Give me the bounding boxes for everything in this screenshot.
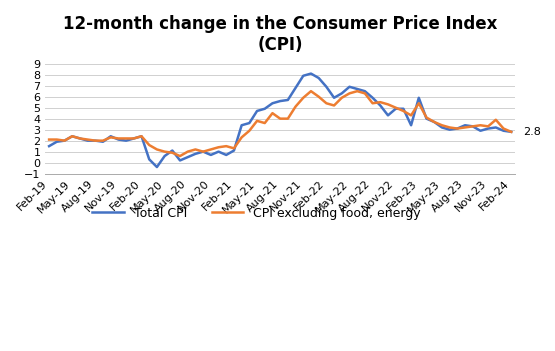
Total CPI <box>46 144 52 148</box>
CPI excluding food, energy <box>46 138 52 142</box>
Total CPI <box>138 134 145 138</box>
Legend: Total CPI, CPI excluding food, energy: Total CPI, CPI excluding food, energy <box>88 201 426 225</box>
Total CPI <box>339 91 345 95</box>
Line: Total CPI: Total CPI <box>49 74 511 167</box>
CPI excluding food, energy <box>215 145 222 149</box>
Total CPI <box>154 165 160 169</box>
CPI excluding food, energy <box>300 96 306 100</box>
CPI excluding food, energy <box>176 154 183 158</box>
Total CPI <box>462 123 468 127</box>
CPI excluding food, energy <box>339 96 345 100</box>
Title: 12-month change in the Consumer Price Index
(CPI): 12-month change in the Consumer Price In… <box>63 15 497 54</box>
CPI excluding food, energy <box>462 125 468 130</box>
Total CPI <box>307 72 314 76</box>
Total CPI <box>300 74 306 78</box>
Total CPI <box>162 154 168 158</box>
CPI excluding food, energy <box>508 130 514 134</box>
Total CPI <box>508 130 514 134</box>
Text: 2.8: 2.8 <box>523 127 541 137</box>
Line: CPI excluding food, energy: CPI excluding food, energy <box>49 91 511 156</box>
CPI excluding food, energy <box>154 147 160 152</box>
Total CPI <box>215 150 222 154</box>
CPI excluding food, energy <box>307 89 314 93</box>
CPI excluding food, energy <box>138 134 145 138</box>
